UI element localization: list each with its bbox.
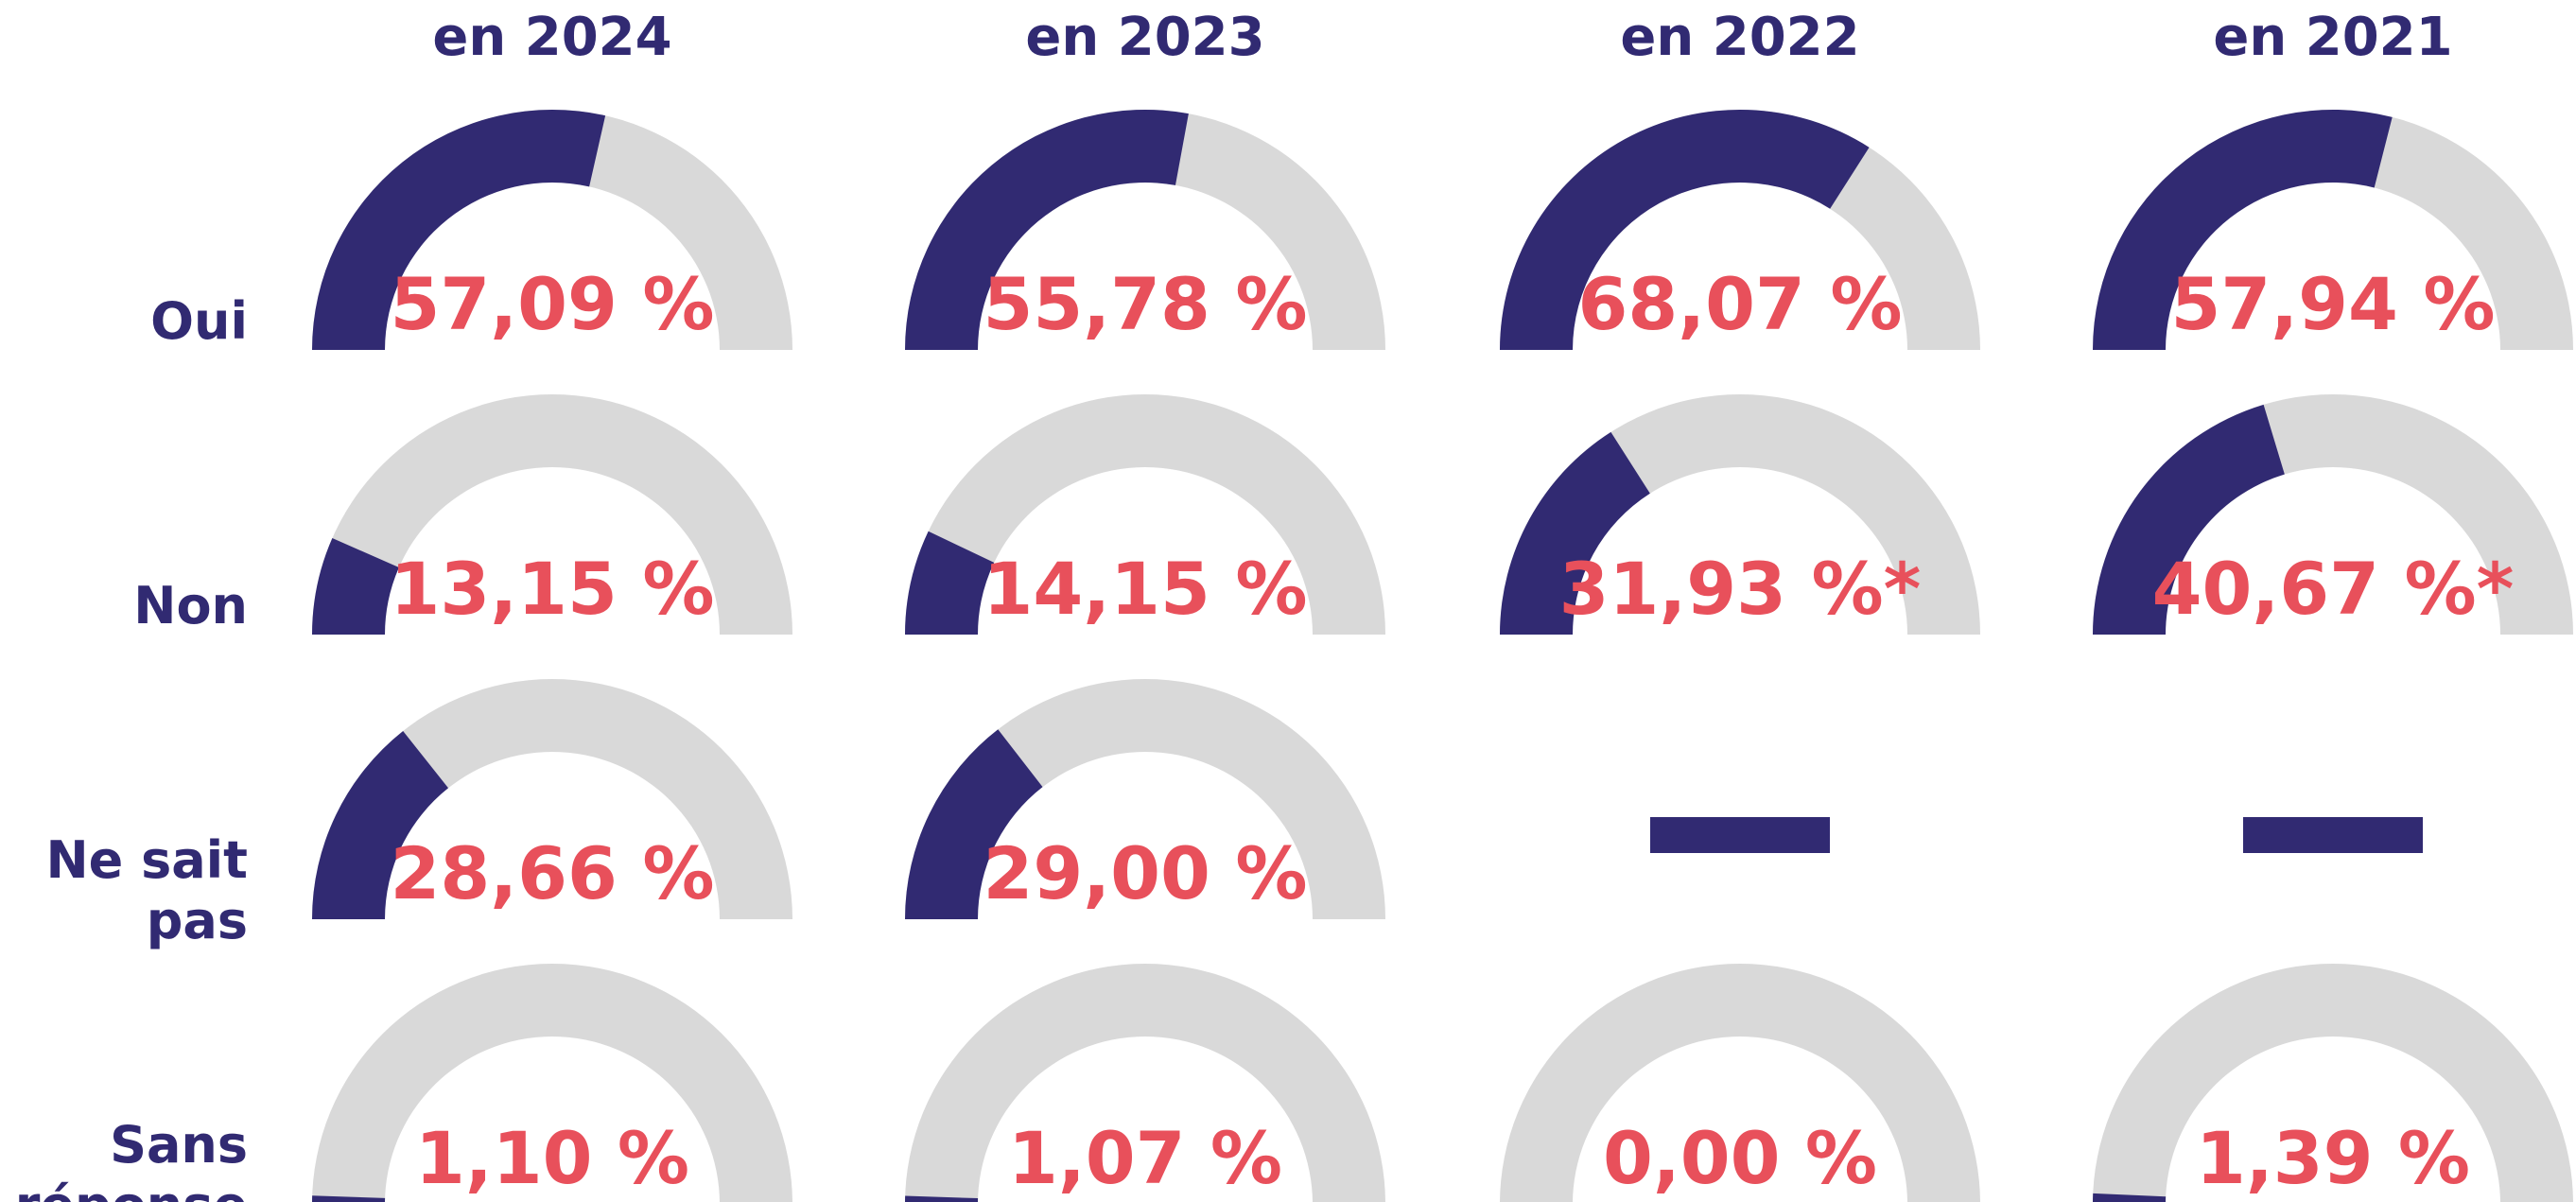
value-label: 14,15 %: [983, 547, 1307, 631]
value-label: 1,39 %: [2196, 1116, 2470, 1200]
value-label: 57,09 %: [390, 262, 714, 346]
gauge-value: [2093, 404, 2285, 635]
row-label: Ne sait pas: [45, 830, 248, 950]
gauge-value: [1500, 109, 1870, 350]
value-label: 28,66 %: [390, 831, 714, 915]
gauge-value: [1500, 431, 1650, 635]
gauge-value: [905, 531, 995, 635]
value-label: 1,10 %: [415, 1116, 689, 1200]
gauge-value: [2093, 1193, 2167, 1202]
value-label: 31,93 %*: [1559, 547, 1922, 631]
gauge-track: [905, 964, 1385, 1202]
value-label: 0,00 %: [1603, 1116, 1877, 1200]
value-label: 13,15 %: [390, 547, 714, 631]
row-label: Oui: [150, 291, 248, 351]
row-label: Non: [133, 576, 248, 636]
column-title: en 2023: [1025, 7, 1264, 68]
value-label: 68,07 %: [1577, 262, 1902, 346]
gauge-value: [312, 730, 449, 919]
value-label: 55,78 %: [983, 262, 1307, 346]
gauge-value: [905, 729, 1043, 919]
gauge-track: [2093, 964, 2573, 1202]
value-label: 1,07 %: [1008, 1116, 1282, 1200]
value-label: 29,00 %: [983, 831, 1307, 915]
gauge-value: [2093, 110, 2393, 350]
gauge-track: [312, 679, 792, 919]
gauge-value: [905, 109, 1189, 350]
gauge-track: [312, 394, 792, 635]
column-title: en 2022: [1620, 7, 1859, 68]
dash: [2243, 817, 2423, 853]
dash: [1650, 817, 1830, 853]
gauge-track: [905, 679, 1385, 919]
gauge-track: [312, 964, 792, 1202]
gauge-value: [905, 1195, 979, 1202]
gauge-value: [312, 538, 399, 635]
gauge-value: [312, 110, 606, 350]
column-title: en 2021: [2213, 7, 2452, 68]
column-title: en 2024: [432, 7, 671, 68]
value-label: 40,67 %*: [2152, 547, 2515, 631]
gauge-track: [1500, 964, 1980, 1202]
value-label: 57,94 %: [2170, 262, 2495, 346]
gauge-track: [905, 394, 1385, 635]
gauge-value: [312, 1195, 386, 1202]
row-label: Sans réponse: [15, 1115, 248, 1202]
